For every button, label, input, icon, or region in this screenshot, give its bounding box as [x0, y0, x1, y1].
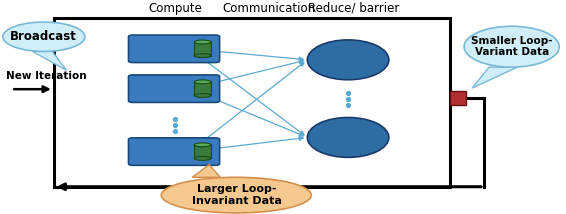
Ellipse shape	[194, 143, 211, 147]
Bar	[194, 42, 211, 56]
Ellipse shape	[194, 94, 211, 97]
Polygon shape	[472, 67, 517, 88]
Ellipse shape	[194, 80, 211, 84]
Text: Reduce/ barrier: Reduce/ barrier	[308, 1, 400, 15]
Ellipse shape	[161, 177, 311, 213]
Ellipse shape	[3, 22, 85, 51]
Polygon shape	[32, 51, 67, 70]
Bar	[194, 145, 211, 158]
Text: Broadcast: Broadcast	[10, 30, 77, 43]
Bar	[54, 18, 450, 187]
Text: Smaller Loop-
Variant Data: Smaller Loop- Variant Data	[471, 36, 552, 57]
Ellipse shape	[464, 26, 559, 67]
Ellipse shape	[194, 156, 211, 160]
Ellipse shape	[194, 54, 211, 58]
FancyBboxPatch shape	[128, 35, 220, 62]
FancyBboxPatch shape	[128, 75, 220, 103]
Ellipse shape	[307, 117, 389, 157]
Ellipse shape	[307, 40, 389, 80]
Text: Compute: Compute	[148, 1, 203, 15]
FancyBboxPatch shape	[128, 138, 220, 165]
Bar	[450, 91, 466, 105]
Polygon shape	[192, 165, 220, 177]
Bar	[194, 82, 211, 95]
Ellipse shape	[194, 40, 211, 44]
Text: Communication: Communication	[222, 1, 315, 15]
Text: New Iteration: New Iteration	[6, 71, 86, 81]
Text: Larger Loop-
Invariant Data: Larger Loop- Invariant Data	[192, 184, 281, 206]
